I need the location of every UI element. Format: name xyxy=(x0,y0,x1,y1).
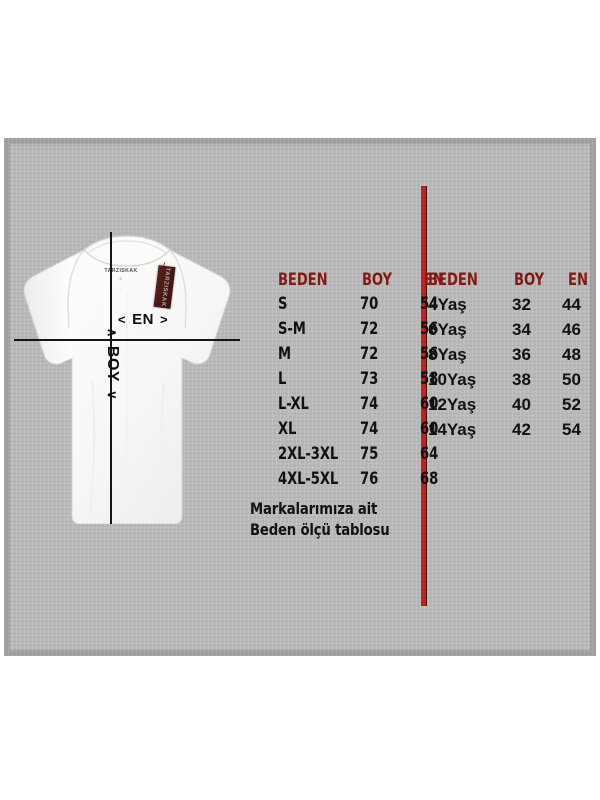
table-row: L 73 58 xyxy=(252,367,438,392)
table-row: 14Yaş 42 54 xyxy=(428,417,596,442)
length-measure-marker: ∧ BOY ∨ xyxy=(103,304,121,424)
table-row: 2XL-3XL 75 64 xyxy=(252,442,438,467)
cell-boy: 32 xyxy=(512,295,531,314)
cell-size: 4XL-5XL xyxy=(278,469,339,489)
width-guide-line xyxy=(14,339,240,341)
cell-boy: 36 xyxy=(512,345,531,364)
table-row: 10Yaş 38 50 xyxy=(428,367,596,392)
cell-en: 52 xyxy=(562,395,581,414)
arrow-up-icon: ∧ xyxy=(105,327,120,338)
cell-en: 46 xyxy=(562,320,581,339)
cell-en: 60 xyxy=(420,419,439,439)
cell-en: 48 xyxy=(562,345,581,364)
length-marker-label: BOY xyxy=(104,345,121,383)
cell-size: 6Yaş xyxy=(428,320,467,339)
table-row: 4XL-5XL 76 68 xyxy=(252,467,438,492)
size-chart-panel xyxy=(4,138,596,656)
table-header-row: BEDEN BOY EN xyxy=(252,268,444,293)
cell-boy: 40 xyxy=(512,395,531,414)
table-row: S 70 54 xyxy=(252,292,438,317)
header-en: EN xyxy=(568,270,589,290)
cell-en: 68 xyxy=(420,469,439,489)
header-boy: BOY xyxy=(514,270,545,290)
table-row: M 72 56 xyxy=(252,342,438,367)
cell-size: L-XL xyxy=(278,394,309,414)
cell-boy: 72 xyxy=(360,319,379,339)
cell-boy: 74 xyxy=(360,419,379,439)
cell-en: 58 xyxy=(420,369,439,389)
cell-boy: 72 xyxy=(360,344,379,364)
cell-size: 14Yaş xyxy=(428,420,477,439)
cell-en: 50 xyxy=(562,370,581,389)
cell-boy: 34 xyxy=(512,320,531,339)
cell-en: 64 xyxy=(420,444,439,464)
table-row: S-M 72 56 xyxy=(252,317,438,342)
cell-en: 54 xyxy=(420,294,439,314)
table-row: 12Yaş 40 52 xyxy=(428,392,596,417)
cell-boy: 42 xyxy=(512,420,531,439)
cell-size: 8Yaş xyxy=(428,345,467,364)
table-row: 8Yaş 36 48 xyxy=(428,342,596,367)
arrow-down-icon: ∨ xyxy=(105,390,120,401)
width-marker-label: EN xyxy=(132,311,154,328)
header-en: EN xyxy=(424,270,444,290)
cell-size: XL xyxy=(278,419,297,439)
cell-en: 56 xyxy=(420,344,439,364)
cell-size: 2XL-3XL xyxy=(278,444,339,464)
cell-boy: 74 xyxy=(360,394,379,414)
header-size: BEDEN xyxy=(278,270,328,290)
caption-line-1: Markalarımıza ait xyxy=(250,499,378,518)
width-measure-marker: < EN > xyxy=(118,311,168,328)
cell-en: 60 xyxy=(420,394,439,414)
cell-size: S xyxy=(278,294,288,314)
tshirt-shape-icon xyxy=(23,235,231,524)
cell-size: 4Yaş xyxy=(428,295,467,314)
hang-tag-text: TARZISKAK xyxy=(159,266,170,308)
table-divider xyxy=(421,186,427,606)
length-guide-line xyxy=(110,232,112,524)
cell-boy: 70 xyxy=(360,294,379,314)
cell-boy: 75 xyxy=(360,444,379,464)
table-header-row: BEDEN BOY EN xyxy=(428,268,596,293)
cell-size: S-M xyxy=(278,319,306,339)
table-row: L-XL 74 60 xyxy=(252,392,438,417)
tshirt-illustration xyxy=(14,232,240,524)
cell-en: 56 xyxy=(420,319,439,339)
cell-size: M xyxy=(278,344,292,364)
cell-size: 10Yaş xyxy=(428,370,477,389)
cell-en: 44 xyxy=(562,295,581,314)
cell-size: 12Yaş xyxy=(428,395,477,414)
table-row: 4Yaş 32 44 xyxy=(428,292,596,317)
cell-en: 54 xyxy=(562,420,581,439)
table-row: 6Yaş 34 46 xyxy=(428,317,596,342)
cell-boy: 76 xyxy=(360,469,379,489)
header-size: BEDEN xyxy=(428,270,478,290)
arrow-right-icon: > xyxy=(159,312,169,327)
table-row: XL 74 60 xyxy=(252,417,438,442)
chart-caption: Markalarımıza ait Beden ölçü tablosu xyxy=(250,498,430,540)
header-boy: BOY xyxy=(362,270,392,290)
cell-boy: 73 xyxy=(360,369,379,389)
cell-size: L xyxy=(278,369,287,389)
cell-boy: 38 xyxy=(512,370,531,389)
caption-line-2: Beden ölçü tablosu xyxy=(250,520,390,539)
arrow-left-icon: < xyxy=(118,312,127,327)
